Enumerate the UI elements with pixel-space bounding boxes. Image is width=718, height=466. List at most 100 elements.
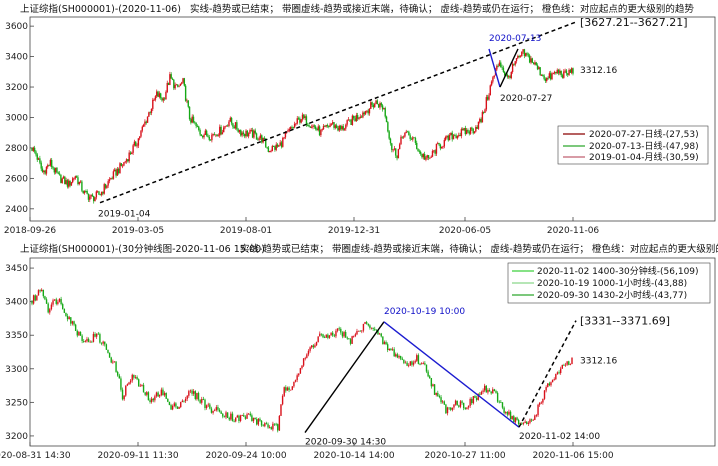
bot-annotation-2: 2020-11-02 14:00 xyxy=(519,432,600,442)
bot-candle-body xyxy=(495,390,497,393)
top-candle-body xyxy=(421,153,423,158)
bot-candle-body xyxy=(453,404,455,408)
top-candle-body xyxy=(540,75,543,76)
bot-candle-body xyxy=(149,400,151,402)
top-candle-body xyxy=(120,163,122,166)
top-candle-body xyxy=(538,67,540,70)
top-candle-body xyxy=(380,103,382,106)
bottom-annotations: 2020-09-30 14:30 2020-10-19 10:00 2020-11-… xyxy=(305,307,617,448)
top-candle-body xyxy=(475,127,477,132)
bot-candle-body xyxy=(393,349,395,357)
bot-candle-body xyxy=(311,345,313,348)
top-candle-body xyxy=(413,137,415,139)
bottom-legend-label-1: 2020-10-19 1000-1小时线-(43,88) xyxy=(537,277,687,289)
bot-candle-body xyxy=(349,339,352,344)
top-candle-body xyxy=(431,150,434,157)
top-candle-body xyxy=(330,123,333,125)
top-candle-body xyxy=(477,121,480,129)
top-candle-body xyxy=(153,99,155,101)
bot-candle-body xyxy=(372,327,374,329)
top-candle-body xyxy=(64,176,66,185)
bot-candle-body xyxy=(205,405,208,409)
top-candle-body xyxy=(35,151,37,155)
bot-candle-body xyxy=(42,289,45,297)
top-candle-body xyxy=(349,119,351,121)
bot-candle-body xyxy=(508,411,510,415)
top-candle-body xyxy=(124,161,126,163)
top-candle-body xyxy=(531,58,533,63)
bot-candle-body xyxy=(209,404,211,409)
top-candle-body xyxy=(276,144,279,147)
top-candle-body xyxy=(209,139,212,141)
bot-candle-body xyxy=(501,402,504,408)
bot-candle-body xyxy=(94,333,96,337)
bot-candle-body xyxy=(336,328,339,331)
bot-candle-body xyxy=(401,358,403,360)
bot-candle-body xyxy=(480,391,483,395)
bot-candle-body xyxy=(425,364,428,372)
top-candle-body xyxy=(473,131,476,134)
bot-candle-body xyxy=(558,372,560,374)
bot-candle-body xyxy=(370,327,373,329)
bot-candle-body xyxy=(159,394,161,397)
top-candle-body xyxy=(154,96,157,100)
top-legend: 2020-07-27-日线-(27,53) 2020-07-13-日线-(47,… xyxy=(557,125,709,165)
top-candle-body xyxy=(527,54,530,56)
top-candle-body xyxy=(200,134,203,136)
top-candle-body xyxy=(389,138,392,144)
top-candle-body xyxy=(548,73,551,79)
bot-candle-body xyxy=(55,299,57,304)
top-candle-body xyxy=(425,157,427,160)
top-candle-body xyxy=(412,137,414,140)
bot-candle-body xyxy=(298,373,300,376)
bot-candle-body xyxy=(443,401,445,405)
top-candle-body xyxy=(81,181,83,191)
bot-candle-body xyxy=(134,377,137,378)
top-candle-body xyxy=(307,124,309,126)
bot-candle-body xyxy=(509,411,512,420)
bot-candle-body xyxy=(493,389,496,391)
bot-candle-body xyxy=(566,361,568,365)
bot-candle-body xyxy=(534,415,536,420)
top-candle-body xyxy=(217,135,220,137)
top-candle-body xyxy=(108,179,111,182)
top-candle-body xyxy=(438,142,440,145)
top-candle-body xyxy=(534,62,536,65)
bot-candle-body xyxy=(79,331,82,336)
top-candle-body xyxy=(223,127,225,133)
top-candle-body xyxy=(408,131,410,136)
bot-candle-body xyxy=(404,362,407,364)
top-candle-body xyxy=(521,51,523,57)
top-candle-body xyxy=(375,100,377,104)
top-candle-body xyxy=(275,144,277,150)
top-candle-body xyxy=(203,134,205,138)
bot-candle-body xyxy=(192,391,195,394)
bot-candle-body xyxy=(65,312,67,316)
top-candle-body xyxy=(347,119,350,121)
top-candle-body xyxy=(199,129,201,135)
top-candle-body xyxy=(467,129,469,132)
bot-candle-body xyxy=(257,418,260,425)
bot-candle-body xyxy=(97,333,99,335)
top-candle-body xyxy=(93,195,95,202)
top-candle-body xyxy=(515,58,518,62)
top-candle-body xyxy=(165,92,167,100)
top-candle-body xyxy=(246,130,249,137)
bot-candle-body xyxy=(113,361,116,363)
bot-trend-label-2: [3331--3371.69] xyxy=(580,315,670,328)
bot-candle-body xyxy=(469,399,471,406)
bot-candle-body xyxy=(432,384,434,387)
top-candle-body xyxy=(89,196,91,200)
top-candle-body xyxy=(272,146,275,147)
top-candle-body xyxy=(500,62,502,67)
bot-candle-body xyxy=(183,400,185,402)
top-candle-body xyxy=(379,103,381,108)
bot-candle-body xyxy=(378,333,381,335)
top-candle-body xyxy=(61,178,63,183)
bot-candle-body xyxy=(388,348,391,351)
top-candle-body xyxy=(496,65,498,70)
bot-candle-body xyxy=(199,399,201,403)
bot-candle-body xyxy=(550,382,552,386)
bot-candle-body xyxy=(448,407,450,409)
bot-candle-body xyxy=(178,407,180,409)
